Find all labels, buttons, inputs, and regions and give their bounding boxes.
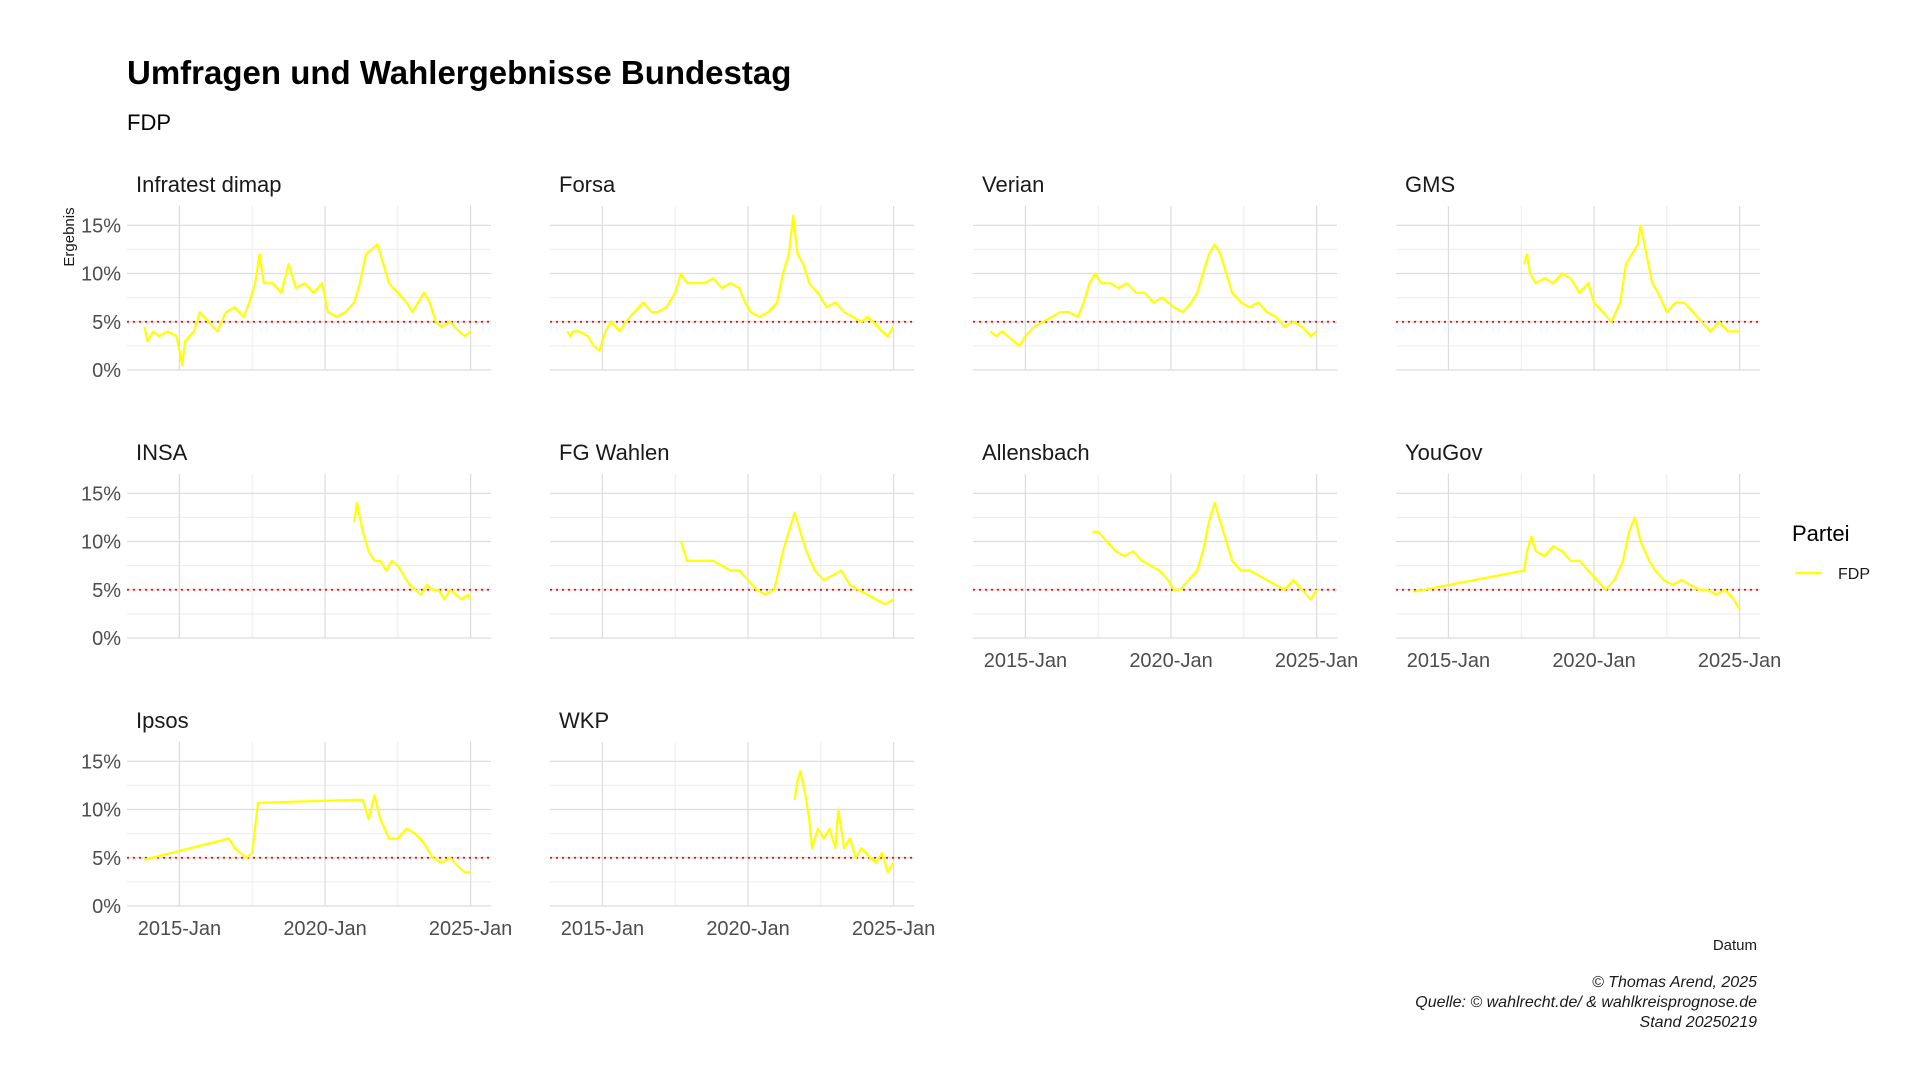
x-tick-label: 2020-Jan (1129, 650, 1212, 672)
panel-forsa: Forsa (550, 172, 914, 371)
series-line-fdp (793, 769, 895, 874)
panel-title: Verian (982, 172, 1044, 197)
series-line-fdp (989, 243, 1318, 347)
panel-title: Allensbach (982, 440, 1090, 465)
y-tick-label: 10% (81, 264, 121, 286)
panel-title: YouGov (1405, 440, 1482, 465)
panel-gms: GMS (1396, 172, 1760, 371)
series-line-fdp (679, 511, 895, 606)
panel-title: INSA (136, 440, 188, 465)
x-tick-label: 2015-Jan (561, 918, 644, 940)
x-tick-label: 2020-Jan (706, 918, 789, 940)
panel-title: Infratest dimap (136, 172, 282, 197)
x-tick-label: 2025-Jan (429, 918, 512, 940)
series-line-fdp (1523, 224, 1740, 333)
y-tick-label: 15% (81, 215, 121, 237)
series-line-fdp (1092, 501, 1318, 601)
y-axis-title: Ergebnis (61, 207, 78, 266)
panel-title: FG Wahlen (559, 440, 669, 465)
panels: Infratest dimap 0% 5% 10% 15% Forsa Verian GMS I… (81, 172, 1781, 940)
y-tick-label: 15% (81, 751, 121, 773)
y-tick-label: 10% (81, 800, 121, 822)
panel-title: Ipsos (136, 708, 189, 733)
x-tick-label: 2020-Jan (283, 918, 366, 940)
chart-subtitle: FDP (127, 110, 171, 135)
y-tick-label: 5% (92, 312, 121, 334)
panel-ipsos: Ipsos 0% 5% 10% 15% 2015-Jan 2020-Jan 2025-Jan (81, 708, 512, 940)
series-line-fdp (566, 214, 895, 352)
caption-copyright: © Thomas Arend, 2025 (1592, 974, 1757, 991)
panel-title: Forsa (559, 172, 616, 197)
x-tick-label: 2025-Jan (1698, 650, 1781, 672)
caption-date: Stand 20250219 (1640, 1014, 1758, 1031)
series-line-fdp (353, 501, 472, 601)
x-tick-label: 2015-Jan (138, 918, 221, 940)
panel-wkp: WKP 2015-Jan 2020-Jan 2025-Jan (550, 708, 935, 940)
y-tick-label: 5% (92, 580, 121, 602)
caption-source: Quelle: © wahlrecht.de/ & wahlkreisprogn… (1415, 994, 1757, 1011)
panel-allensbach: Allensbach 2015-Jan 2020-Jan 2025-Jan (973, 440, 1358, 672)
panel-title: GMS (1405, 172, 1455, 197)
x-tick-label: 2020-Jan (1552, 650, 1635, 672)
series-line-fdp (144, 794, 471, 874)
x-tick-label: 2025-Jan (1275, 650, 1358, 672)
legend-label-fdp: FDP (1838, 566, 1870, 583)
y-tick-label: 10% (81, 532, 121, 554)
y-tick-label: 5% (92, 848, 121, 870)
legend-title: Partei (1792, 521, 1849, 546)
series-line-fdp (1413, 516, 1741, 610)
x-axis-title: Datum (1713, 937, 1757, 954)
panel-fg-wahlen: FG Wahlen (550, 440, 914, 639)
x-tick-label: 2025-Jan (852, 918, 935, 940)
y-tick-label: 0% (92, 360, 121, 382)
y-tick-label: 0% (92, 628, 121, 650)
series-line-fdp (143, 243, 472, 367)
panel-title: WKP (559, 708, 609, 733)
panel-insa: INSA 0% 5% 10% 15% (81, 440, 491, 650)
chart-title: Umfragen und Wahlergebnisse Bundestag (127, 54, 791, 91)
y-tick-label: 0% (92, 896, 121, 918)
x-tick-label: 2015-Jan (1407, 650, 1490, 672)
panel-infratest-dimap: Infratest dimap 0% 5% 10% 15% (81, 172, 491, 382)
panel-yougov: YouGov 2015-Jan 2020-Jan 2025-Jan (1396, 440, 1781, 672)
x-tick-label: 2015-Jan (984, 650, 1067, 672)
y-tick-label: 15% (81, 483, 121, 505)
panel-verian: Verian (973, 172, 1337, 371)
